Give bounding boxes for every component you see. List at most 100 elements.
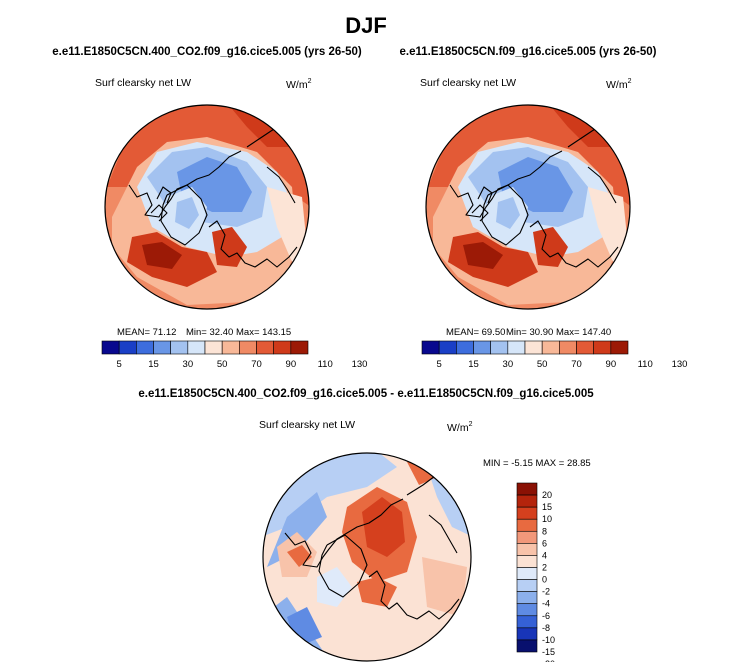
- panel-a-map-border: [104, 104, 310, 310]
- colorbar-box: [541, 340, 560, 355]
- colorbar-box: [516, 603, 538, 617]
- barents-hot-region: [212, 227, 247, 267]
- panel-b-map-border: [425, 104, 631, 310]
- right-cool-region: [427, 467, 471, 537]
- colorbar-box: [516, 567, 538, 580]
- panel-a-units-text: W/m: [286, 79, 308, 91]
- panel-a-units-sup: 2: [308, 78, 312, 85]
- colorbar-label: 50: [537, 359, 548, 370]
- coastline-alaska: [567, 126, 599, 148]
- panel-c-map-border: [262, 452, 472, 662]
- panel-b-title: e.e11.E1850C5CN.f09_g16.cice5.005 (yrs 2…: [399, 46, 656, 58]
- colorbar-box: [593, 340, 612, 355]
- colorbar-label: 2: [542, 563, 547, 573]
- coastline-island: [471, 204, 489, 222]
- coastline-island: [156, 186, 172, 204]
- coastline-siberia-east: [428, 514, 458, 554]
- colorbar-label: -6: [542, 611, 550, 621]
- panel-a-map: [105, 105, 309, 309]
- panel-c-title: e.e11.E1850C5CN.400_CO2.f09_g16.cice5.00…: [138, 388, 594, 400]
- colorbar-label: 110: [318, 359, 333, 370]
- colorbar-box: [516, 555, 538, 568]
- colorbar-box: [516, 639, 538, 653]
- colorbar-box: [456, 340, 474, 355]
- coastline-eurasia: [529, 220, 619, 268]
- colorbar-label: 5: [117, 359, 122, 370]
- siberia-light-region: [588, 187, 628, 262]
- colorbar-box: [187, 340, 206, 355]
- colorbar-label: 30: [503, 359, 514, 370]
- colorbar-label: 90: [286, 359, 297, 370]
- colorbar-label: 90: [606, 359, 617, 370]
- colorbar-box: [136, 340, 154, 355]
- panel-c-units-text: W/m: [447, 422, 469, 434]
- coastline-eurasia: [368, 570, 460, 620]
- colorbar-box: [559, 340, 577, 355]
- colorbar-label: -15: [542, 647, 555, 657]
- panel-b-units-sup: 2: [628, 78, 632, 85]
- colorbar-box: [438, 340, 457, 355]
- colorbar-box: [516, 627, 538, 641]
- panel-b-min: Min= 30.90: [506, 327, 553, 338]
- coastline-north-america: [128, 150, 242, 218]
- greenland-ice-region: [496, 197, 520, 229]
- colorbar-label: -8: [542, 623, 550, 633]
- panel-a-max: Max= 143.15: [236, 327, 291, 338]
- panel-c-map: [263, 453, 471, 661]
- panel-b-units-text: W/m: [606, 79, 628, 91]
- colorbar-label: -4: [542, 599, 550, 609]
- coastline-north-america: [284, 498, 404, 568]
- colorbar-label: 130: [672, 359, 688, 370]
- colorbar-box: [101, 340, 120, 355]
- atlantic-hottest-region: [142, 242, 182, 269]
- coastline-island: [477, 186, 493, 204]
- coastline-siberia-east: [266, 166, 296, 204]
- colorbar-box: [516, 615, 538, 629]
- colorbar-label: 15: [542, 502, 552, 512]
- colorbar-box: [221, 340, 240, 355]
- panel-a-variable: Surf clearsky net LW: [95, 77, 191, 89]
- colorbar-label: 10: [542, 514, 552, 524]
- colorbar-label: 50: [217, 359, 228, 370]
- panel-c-units-sup: 2: [469, 421, 473, 428]
- panel-a-mean: MEAN= 71.12: [117, 327, 176, 338]
- colorbar-label: 0: [542, 575, 547, 585]
- panel-c: e.e11.E1850C5CN.400_CO2.f09_g16.cice5.00…: [138, 388, 594, 662]
- panel-c-variable: Surf clearsky net LW: [259, 419, 355, 431]
- colorbar-box: [421, 340, 440, 355]
- panel-a-colorbar: 5 15 30 50 70 90 110 130: [101, 340, 367, 370]
- colorbar-label: 15: [468, 359, 479, 370]
- panel-a: e.e11.E1850C5CN.400_CO2.f09_g16.cice5.00…: [52, 46, 367, 370]
- colorbar-box: [516, 579, 538, 592]
- atlantic-hottest-region: [463, 242, 503, 269]
- colorbar-box: [473, 340, 491, 355]
- coastline-greenland: [160, 184, 208, 246]
- colorbar-label: 4: [542, 550, 547, 560]
- barents-hot-region: [533, 227, 568, 267]
- colorbar-label: -20: [542, 659, 555, 662]
- coastline-siberia-east: [587, 166, 617, 204]
- coastline-north-america: [449, 150, 563, 218]
- panel-b-colorbar: 5 15 30 50 70 90 110 130: [421, 340, 688, 370]
- colorbar-box: [516, 518, 538, 532]
- colorbar-label: 70: [251, 359, 262, 370]
- coastline-greenland: [481, 184, 529, 246]
- colorbar-label: 8: [542, 526, 547, 536]
- coastline-eurasia: [208, 220, 298, 268]
- colorbar-box: [516, 494, 538, 508]
- panel-b-map: [426, 105, 630, 309]
- barents-warm-region: [357, 577, 397, 607]
- eurasia-light-region: [422, 557, 467, 617]
- colorbar-box: [290, 340, 309, 355]
- colorbar-label: 15: [148, 359, 159, 370]
- coastline-greenland: [318, 534, 368, 598]
- colorbar-box: [516, 506, 538, 520]
- colorbar-label: 6: [542, 538, 547, 548]
- coastline-island: [150, 204, 168, 222]
- panel-a-units: W/m2: [286, 78, 312, 91]
- colorbar-label: -10: [542, 635, 555, 645]
- panel-a-field: [105, 105, 309, 309]
- figure-title: DJF: [345, 13, 387, 38]
